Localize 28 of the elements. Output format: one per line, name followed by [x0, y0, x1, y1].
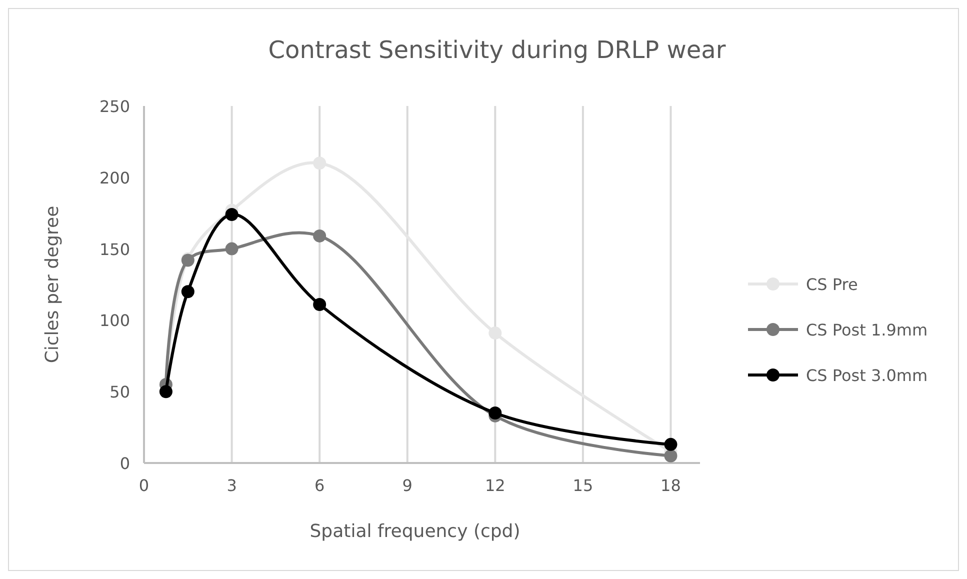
legend-label: CS Post 3.0mm — [806, 366, 928, 385]
y-tick-label: 150 — [99, 240, 130, 259]
y-tick-label: 0 — [120, 454, 130, 473]
y-tick-label: 200 — [99, 168, 130, 188]
x-tick-label: 9 — [402, 476, 412, 495]
point — [313, 156, 326, 170]
y-tick-label: 100 — [99, 311, 130, 330]
point — [225, 208, 238, 222]
y-tick-label: 250 — [99, 97, 130, 116]
legend-label: CS Pre — [806, 275, 858, 294]
x-tick-label: 3 — [226, 476, 237, 495]
y-axis-title: Cicles per degree — [42, 206, 63, 364]
legend-label: CS Post 1.9mm — [806, 320, 928, 340]
x-tick-label: 15 — [572, 476, 594, 495]
point — [313, 298, 326, 311]
x-axis-title: Spatial frequency (cpd) — [310, 521, 520, 542]
point — [488, 326, 502, 340]
x-tick-label: 6 — [314, 476, 325, 495]
point — [488, 406, 502, 420]
x-tick-label: 0 — [138, 476, 150, 495]
x-tick-label: 18 — [660, 476, 681, 495]
point — [225, 242, 238, 256]
point — [159, 385, 172, 398]
x-tick-label: 12 — [484, 476, 506, 495]
chart-title: Contrast Sensitivity during DRLP wear — [268, 36, 726, 64]
point — [313, 229, 326, 242]
y-tick-label: 50 — [110, 382, 130, 402]
point — [181, 285, 194, 298]
